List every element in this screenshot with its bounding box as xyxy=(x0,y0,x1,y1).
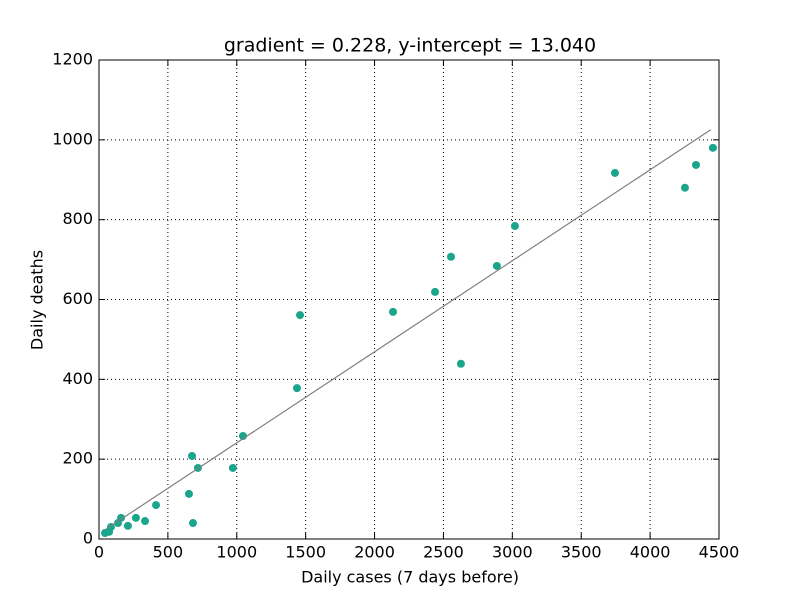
x-tick-label: 2500 xyxy=(423,543,464,562)
data-point xyxy=(188,519,197,528)
data-point xyxy=(228,463,237,472)
x-tick-label: 4500 xyxy=(699,543,740,562)
data-point xyxy=(188,451,196,460)
data-point xyxy=(456,359,465,368)
x-tick-label: 1000 xyxy=(216,543,257,562)
data-point xyxy=(389,307,398,316)
data-point xyxy=(447,252,456,261)
plot-frame xyxy=(98,59,720,540)
data-point xyxy=(292,384,301,393)
data-point xyxy=(492,261,501,270)
data-point xyxy=(431,287,440,296)
y-tick-label: 800 xyxy=(62,209,93,228)
data-point xyxy=(708,143,717,152)
x-tick-label: 500 xyxy=(153,543,184,562)
x-tick-label: 3000 xyxy=(492,543,533,562)
data-point xyxy=(610,168,619,177)
x-tick-label: 2000 xyxy=(354,543,395,562)
y-tick-label: 200 xyxy=(62,449,93,468)
data-point xyxy=(680,183,689,192)
data-point xyxy=(691,160,700,169)
x-tick-label: 0 xyxy=(94,543,104,562)
data-point xyxy=(131,513,140,522)
x-axis-label: Daily cases (7 days before) xyxy=(301,568,519,587)
chart-title: gradient = 0.228, y-intercept = 13.040 xyxy=(224,35,596,57)
x-tick-label: 4000 xyxy=(630,543,671,562)
data-point xyxy=(141,517,150,526)
y-tick-label: 0 xyxy=(83,529,93,548)
data-point xyxy=(296,311,305,320)
data-point xyxy=(117,513,126,522)
fit-line xyxy=(105,129,712,530)
y-tick-label: 400 xyxy=(62,369,93,388)
data-point xyxy=(510,222,519,231)
y-axis-label: Daily deaths xyxy=(28,250,47,350)
data-point xyxy=(152,501,161,510)
data-point xyxy=(123,521,132,530)
x-tick-label: 3500 xyxy=(561,543,602,562)
y-tick-label: 1200 xyxy=(52,50,93,69)
data-point xyxy=(184,489,193,498)
y-tick-label: 600 xyxy=(62,289,93,308)
y-tick-label: 1000 xyxy=(52,129,93,148)
x-tick-label: 1500 xyxy=(285,543,326,562)
